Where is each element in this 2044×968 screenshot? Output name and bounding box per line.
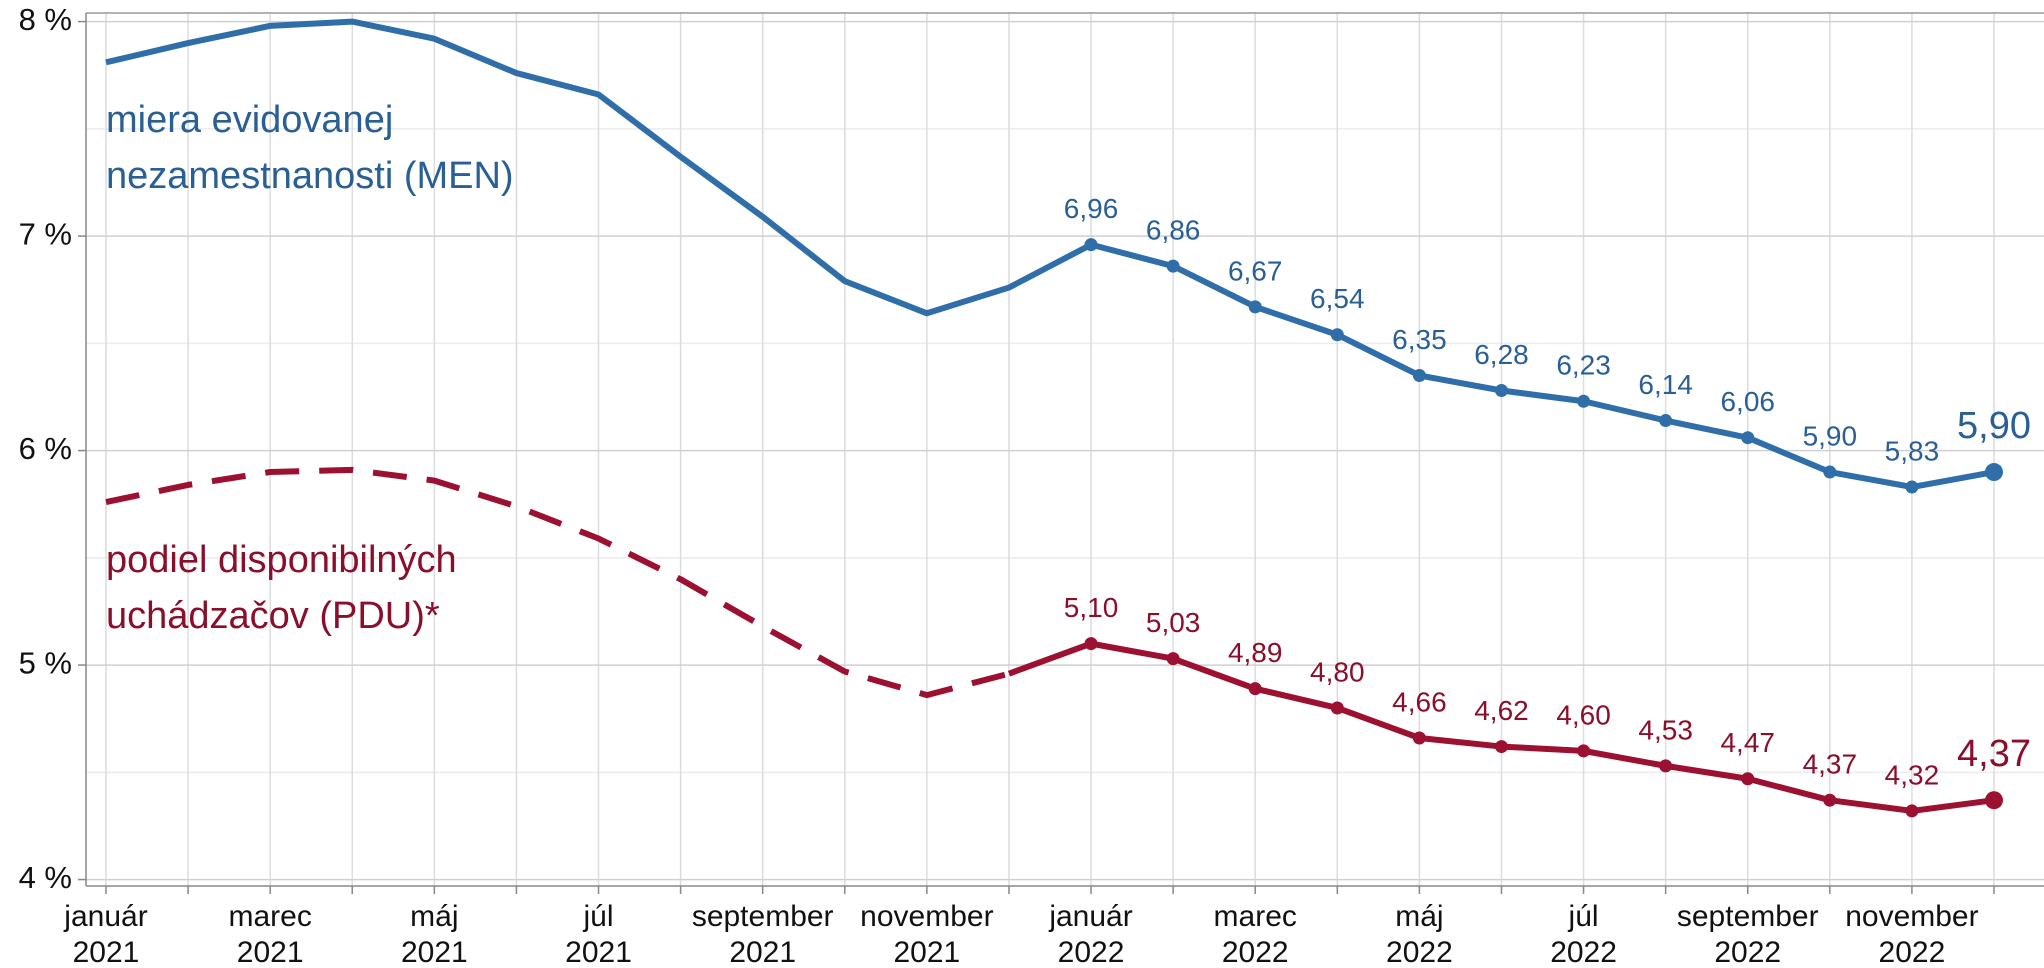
value-label: 4,60 [1556, 699, 1611, 730]
x-tick-label: január 2022 [1048, 900, 1132, 968]
dashed-line [105, 466, 1010, 699]
x-tick-label: november 2021 [860, 900, 993, 968]
marker [1741, 431, 1755, 445]
marker [1741, 772, 1755, 786]
line [105, 18, 1995, 491]
marker [1659, 414, 1673, 428]
marker [1166, 652, 1180, 666]
marker [1577, 394, 1591, 408]
y-tick-label: 7 % [19, 216, 72, 251]
marker [1248, 300, 1262, 314]
x-tick-label: november 2022 [1845, 900, 1978, 968]
x-tick-label: marec 2022 [1214, 900, 1297, 968]
value-label: 4,32 [1885, 759, 1940, 790]
x-tick-label: marec 2021 [228, 900, 311, 968]
value-label: 4,37 [1957, 733, 2031, 775]
marker [1985, 463, 2003, 482]
marker [1330, 701, 1344, 715]
y-tick-label: 4 % [19, 860, 72, 895]
x-tick-label: september 2022 [1677, 900, 1819, 968]
marker [1823, 793, 1837, 807]
marker [1985, 791, 2003, 810]
value-label: 5,90 [1803, 420, 1858, 451]
x-tick-label: september 2021 [692, 900, 834, 968]
x-tick-label: január 2021 [63, 900, 147, 968]
y-tick-label: 6 % [19, 431, 72, 466]
marker [1330, 328, 1344, 342]
value-label: 6,35 [1392, 324, 1447, 355]
value-label: 6,67 [1228, 255, 1283, 286]
marker [1166, 259, 1180, 273]
marker [1084, 637, 1098, 651]
marker [1905, 480, 1919, 494]
value-label: 4,37 [1803, 749, 1858, 780]
value-label: 5,90 [1957, 405, 2031, 447]
x-tick-label: júl 2021 [565, 900, 632, 968]
series-label: podiel disponibilných uchádzačov (PDU)* [106, 539, 457, 637]
value-label: 6,14 [1638, 369, 1693, 400]
marker [1412, 368, 1426, 382]
value-label: 6,28 [1474, 339, 1529, 370]
marker [1823, 465, 1837, 479]
value-label: 4,80 [1310, 656, 1365, 687]
marker [1577, 744, 1591, 758]
marker [1412, 731, 1426, 745]
value-label: 4,66 [1392, 686, 1447, 717]
x-tick-label: máj 2021 [401, 900, 468, 968]
y-tick-label: 8 % [19, 2, 72, 37]
value-label: 5,83 [1885, 435, 1940, 466]
marker [1248, 682, 1262, 696]
value-label: 6,54 [1310, 283, 1365, 314]
value-label: 6,23 [1556, 350, 1611, 381]
value-label: 6,86 [1146, 214, 1201, 245]
value-label: 5,10 [1064, 592, 1119, 623]
value-label: 6,96 [1064, 193, 1119, 224]
value-label: 4,89 [1228, 637, 1283, 668]
x-tick-label: máj 2022 [1386, 900, 1453, 968]
marker [1494, 384, 1508, 398]
y-tick-label: 5 % [19, 645, 72, 680]
value-label: 5,03 [1146, 607, 1201, 638]
marker [1905, 804, 1919, 818]
x-tick-label: júl 2022 [1550, 900, 1617, 968]
marker [1084, 238, 1098, 252]
marker [1494, 740, 1508, 754]
value-label: 6,06 [1720, 386, 1775, 417]
series-label: miera evidovanej nezamestnanosti (MEN) [106, 99, 514, 197]
value-label: 4,62 [1474, 695, 1529, 726]
marker [1659, 759, 1673, 773]
value-label: 4,53 [1638, 714, 1693, 745]
value-label: 4,47 [1720, 727, 1775, 758]
